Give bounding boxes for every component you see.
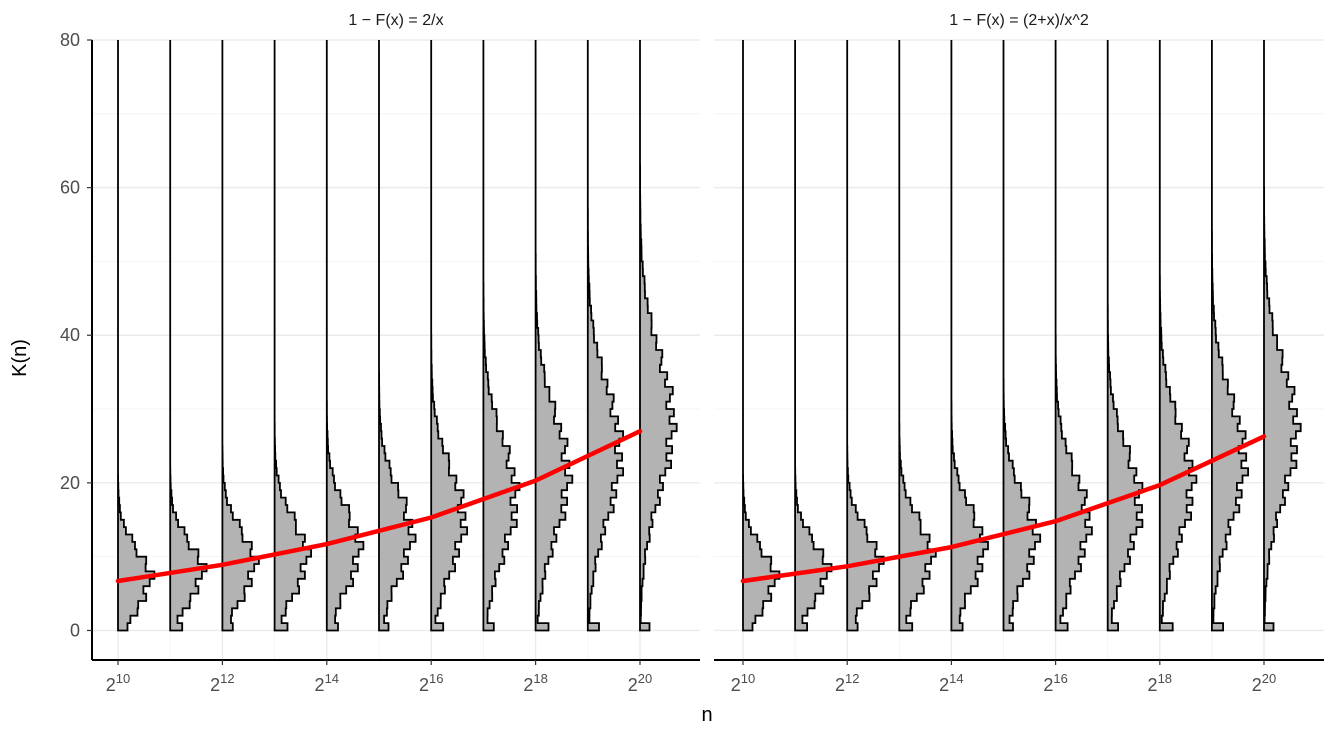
x-tick-label: 220 xyxy=(1252,671,1276,695)
x-tick-label: 218 xyxy=(523,671,547,695)
y-tick-label: 60 xyxy=(60,178,80,198)
histogram-n14 xyxy=(950,40,989,632)
axes: 0 20 40 60 80 210 212 214 216 218 220 xyxy=(60,30,700,695)
x-tick-label: 212 xyxy=(210,671,234,695)
histogram-n19 xyxy=(1211,40,1249,632)
histogram-n13 xyxy=(273,40,312,632)
histogram-n16 xyxy=(1054,40,1093,632)
y-tick-label: 40 xyxy=(60,325,80,345)
x-tick-label: 214 xyxy=(939,671,963,695)
histogram-n17 xyxy=(1106,40,1144,632)
x-tick-label: 218 xyxy=(1148,671,1172,695)
x-axis-label: n xyxy=(701,704,712,726)
y-tick-label: 0 xyxy=(70,620,80,640)
x-tick-label: 216 xyxy=(1043,671,1067,695)
axes: 210 212 214 216 218 220 xyxy=(714,659,1324,695)
histogram-n12 xyxy=(221,40,260,632)
panel-title: 1 − F(x) = 2/x xyxy=(348,12,443,29)
histogram-n20 xyxy=(639,40,678,632)
histogram-n14 xyxy=(325,40,365,632)
histogram-n10 xyxy=(117,40,156,632)
y-tick-label: 80 xyxy=(60,30,80,50)
histograms xyxy=(117,40,678,632)
histogram-n10 xyxy=(742,40,781,632)
histogram-n16 xyxy=(430,40,468,632)
panel-left: 1 − F(x) = 2/x 0 20 40 60 80 210 212 214 216 218 22… xyxy=(60,12,700,695)
x-tick-label: 220 xyxy=(628,671,652,695)
y-tick-label: 20 xyxy=(60,473,80,493)
histogram-n15 xyxy=(378,40,417,632)
histogram-n18 xyxy=(534,40,574,632)
x-tick-label: 216 xyxy=(419,671,443,695)
panel-right: 1 − F(x) = (2+x)/x^2 210 212 214 216 218 220 xyxy=(714,12,1324,695)
y-axis-label: K(n) xyxy=(9,339,31,377)
x-tick-label: 214 xyxy=(315,671,339,695)
histogram-n15 xyxy=(1002,40,1042,632)
x-tick-label: 210 xyxy=(731,671,755,695)
panel-title: 1 − F(x) = (2+x)/x^2 xyxy=(949,12,1089,29)
histogram-n17 xyxy=(482,40,521,632)
histogram-n19 xyxy=(586,40,624,632)
histogram-n20 xyxy=(1263,40,1302,632)
histogram-n13 xyxy=(898,40,937,632)
x-tick-label: 212 xyxy=(835,671,859,695)
x-tick-label: 210 xyxy=(106,671,130,695)
histogram-n12 xyxy=(846,40,885,632)
trend-line xyxy=(740,434,1267,584)
trend-line xyxy=(115,428,643,584)
